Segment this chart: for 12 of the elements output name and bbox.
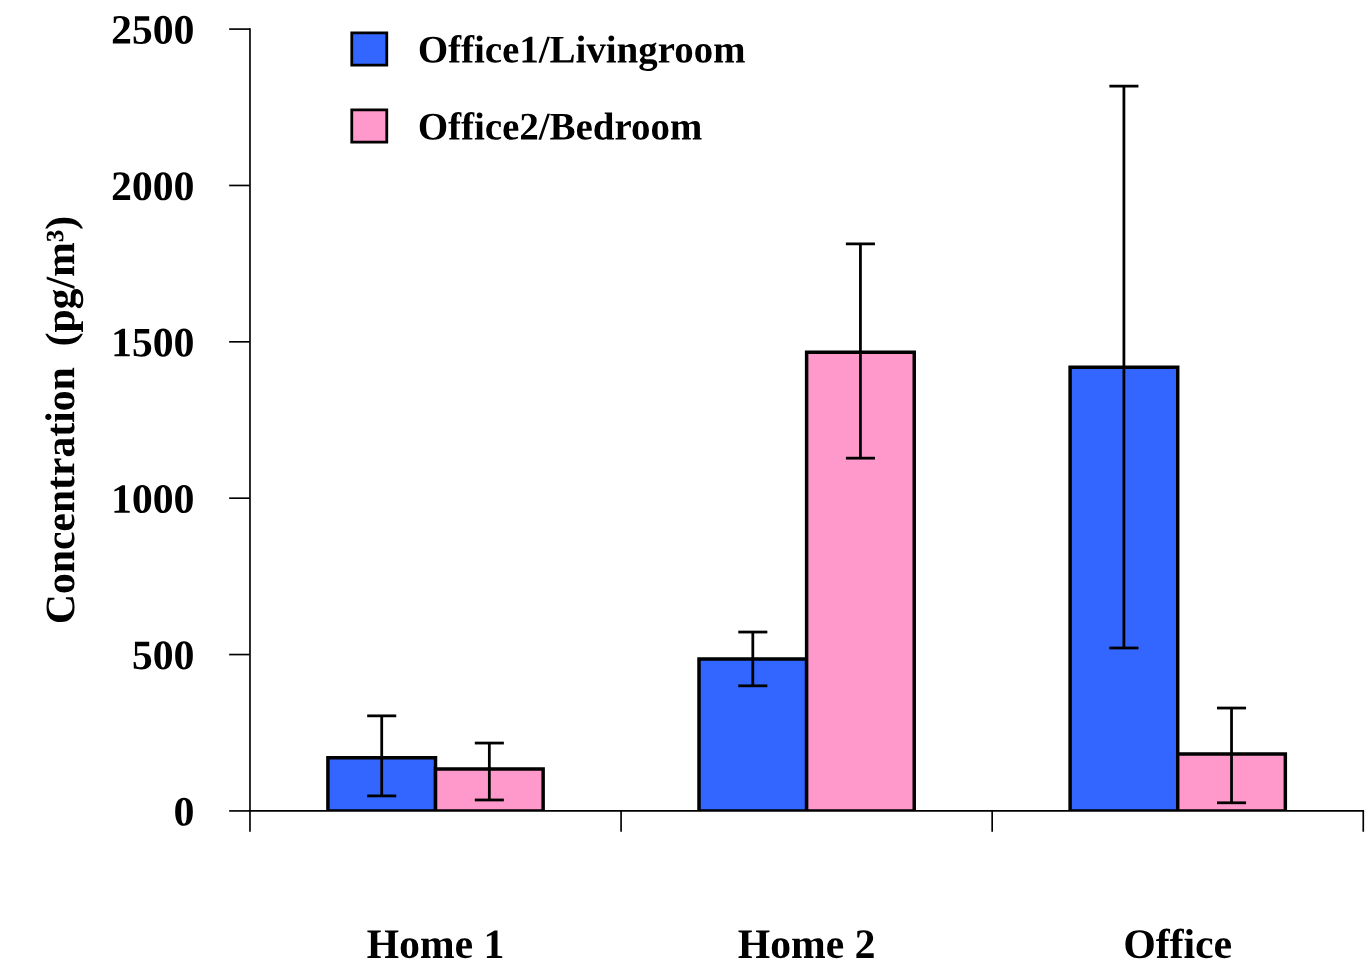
y-axis-title: Concentration (pg/m³): [45, 217, 84, 623]
y-tick-label: 2500: [112, 15, 193, 44]
y-tick-label: 0: [175, 797, 193, 826]
y-tick-label: 500: [133, 641, 193, 670]
y-tick-label: 1000: [114, 484, 193, 514]
y-tick-label: 1500: [114, 328, 193, 357]
x-tick-label: Home 2: [738, 930, 874, 959]
legend-label: Office1/Livingroom: [419, 35, 745, 71]
y-tick-label: 2000: [112, 172, 193, 201]
x-tick-label: Home 1: [367, 930, 503, 959]
x-tick-label: Office: [1125, 928, 1231, 959]
legend-label: Office2/Bedroom: [419, 112, 702, 140]
